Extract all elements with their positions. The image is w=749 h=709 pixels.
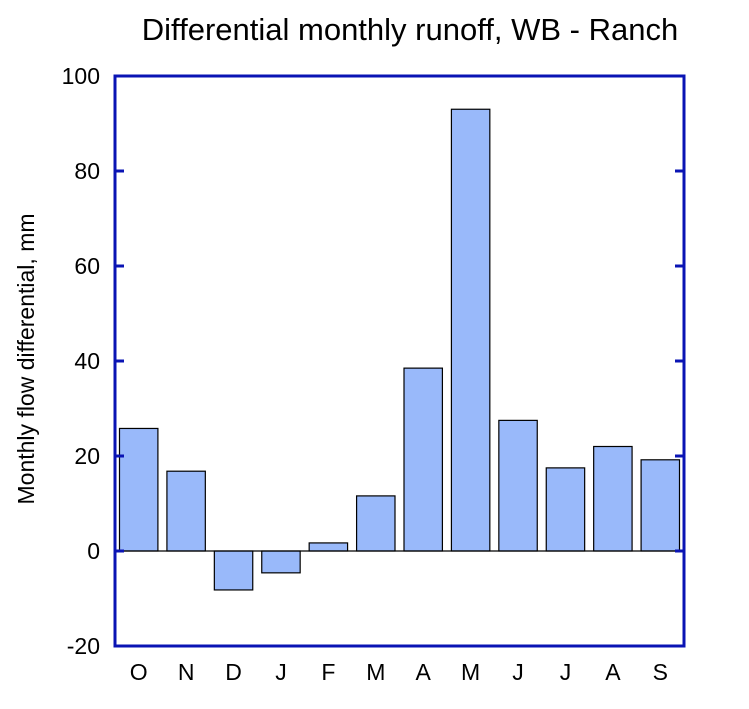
bar-8 [498, 419, 538, 552]
bar-2 [213, 550, 254, 591]
x-tick-label-9: J [560, 659, 572, 685]
bars-group [118, 108, 681, 591]
bar-9 [545, 467, 586, 552]
bar-11 [640, 459, 681, 552]
x-tick-label-2: D [225, 659, 242, 685]
y-tick-label-1: 0 [87, 538, 100, 564]
bar-6 [403, 367, 444, 552]
x-tick-label-1: N [178, 659, 195, 685]
x-tick-label-10: A [605, 659, 621, 685]
x-tick-label-8: J [512, 659, 524, 685]
bar-4 [308, 542, 349, 552]
y-tick-label-5: 80 [74, 158, 100, 184]
x-tick-label-7: M [461, 659, 480, 685]
x-tick-label-3: J [275, 659, 287, 685]
x-tick-label-0: O [130, 659, 148, 685]
plot-frame [113, 74, 686, 648]
bar-3 [261, 550, 301, 574]
bar-5 [355, 495, 396, 552]
x-tick-label-4: F [321, 659, 335, 685]
bar-10 [593, 445, 633, 552]
y-ticks: -20 0 20 40 60 80 100 [62, 63, 684, 659]
x-tick-label-6: A [416, 659, 432, 685]
bar-7 [450, 108, 491, 552]
y-tick-label-3: 40 [74, 348, 100, 374]
y-tick-label-2: 20 [74, 443, 100, 469]
y-tick-label-6: 100 [62, 63, 100, 89]
y-tick-label-4: 60 [74, 253, 100, 279]
x-tick-label-5: M [366, 659, 385, 685]
bar-1 [166, 470, 206, 552]
y-tick-label-0: -20 [67, 633, 100, 659]
chart-title: Differential monthly runoff, WB - Ranch [142, 12, 678, 47]
bar-0 [118, 427, 159, 552]
y-axis-label: Monthly flow differential, mm [13, 213, 39, 504]
x-tick-label-11: S [653, 659, 668, 685]
